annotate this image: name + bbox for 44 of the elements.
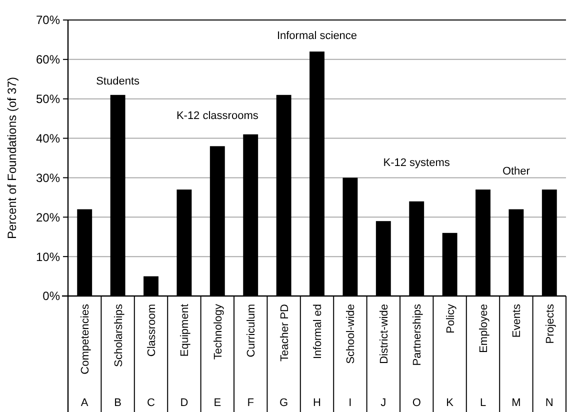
y-tick-label: 10%	[36, 250, 60, 264]
x-tick-label: Scholarships	[112, 304, 125, 367]
x-tick-label: Projects	[544, 304, 556, 344]
annotation: K-12 systems	[383, 156, 450, 169]
text: O	[412, 397, 422, 409]
text: L	[480, 397, 486, 409]
y-tick-label: 30%	[36, 170, 60, 185]
x-tick-label: School-wide	[345, 304, 358, 364]
text: E	[214, 397, 222, 409]
x-tick-label: Partnerships	[412, 304, 424, 366]
text: D	[180, 397, 188, 409]
text: A	[80, 397, 89, 409]
text: B	[114, 397, 122, 409]
y-tick-label: 40%	[36, 131, 60, 146]
x-tick-label: Employee	[478, 304, 490, 353]
x-tick-label: Curriculum	[246, 304, 258, 358]
x-tick-label: Policy	[444, 304, 457, 334]
text: M	[512, 397, 521, 409]
text: N	[545, 397, 554, 409]
x-tick-label: Events	[511, 304, 524, 338]
text: K	[446, 397, 454, 409]
text: F	[247, 397, 254, 409]
text: G	[280, 397, 288, 409]
text: J	[380, 397, 386, 409]
x-tick-label: District-wide	[378, 304, 390, 364]
annotation: Other	[502, 165, 530, 178]
annotation: K-12 classrooms	[176, 110, 259, 122]
x-tick-label: Classroom	[146, 304, 158, 357]
x-tick-label: Equipment	[179, 304, 192, 357]
x-tick-label: Informal ed	[312, 304, 324, 360]
text: H	[313, 397, 322, 409]
x-tick-label: Technology	[212, 304, 224, 360]
annotation: Informal science	[276, 30, 358, 42]
x-tick-label: Competencies	[80, 304, 92, 374]
text: I	[348, 397, 352, 409]
y-axis-title: Percent of Foundations (of 37)	[5, 76, 19, 240]
y-tick-label: 0%	[42, 289, 60, 304]
y-tick-label: 50%	[36, 92, 60, 106]
x-tick-label: Teacher PD	[278, 304, 291, 362]
y-tick-label: 60%	[36, 52, 60, 67]
text: C	[147, 397, 156, 409]
y-tick-label: 70%	[36, 13, 60, 28]
y-tick-label: 20%	[36, 210, 60, 224]
annotation: Students	[96, 76, 140, 88]
